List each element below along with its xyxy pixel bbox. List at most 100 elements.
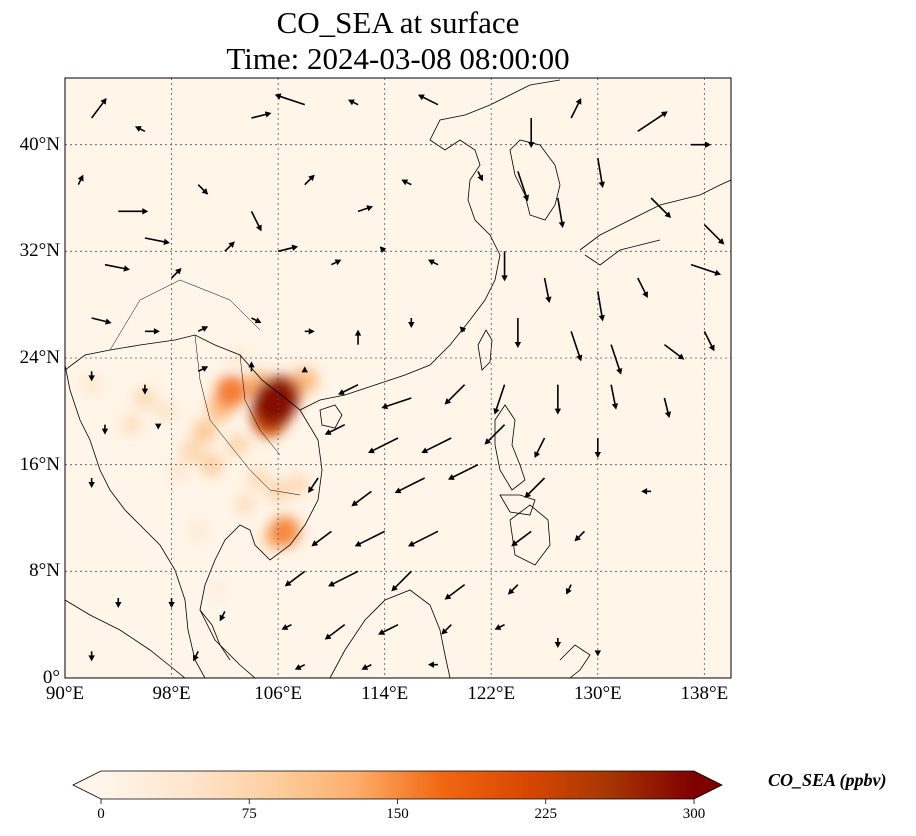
wind-vector-77 <box>354 530 386 547</box>
wind-vector-69 <box>88 478 95 488</box>
wind-vector-25 <box>170 268 182 279</box>
wind-vector-68 <box>594 438 601 458</box>
colorbar-tick-label: 150 <box>386 806 409 822</box>
wind-vector-0 <box>90 98 107 119</box>
wind-vector-78 <box>407 530 439 547</box>
wind-vector-1 <box>134 126 146 133</box>
wind-vector-82 <box>328 570 359 587</box>
co-plume-21 <box>215 375 248 408</box>
wind-vector-74 <box>524 477 546 498</box>
wind-vector-11 <box>118 208 149 215</box>
wind-vector-2 <box>251 111 272 119</box>
wind-vector-92 <box>378 623 399 635</box>
lon-tick-label: 130°E <box>573 683 622 704</box>
co-plume-11 <box>179 439 204 464</box>
lat-tick-label: 0° <box>42 667 60 688</box>
wind-vector-14 <box>250 210 262 232</box>
wind-vector-41 <box>354 329 362 345</box>
wind-vector-38 <box>197 326 209 333</box>
wind-vector-81 <box>284 570 306 587</box>
wind-vector-62 <box>155 423 162 430</box>
wind-vector-53 <box>301 366 308 373</box>
wind-vector-75 <box>641 488 652 495</box>
wind-vector-18 <box>477 170 484 182</box>
wind-vector-19 <box>517 171 530 202</box>
wind-vector-94 <box>494 623 505 630</box>
co-plume-10 <box>133 386 157 410</box>
chart-title-line2: Time: 2024-03-08 08:00:00 <box>226 41 570 76</box>
wind-vector-26 <box>224 241 235 252</box>
wind-vector-67 <box>534 437 546 458</box>
wind-vector-22 <box>650 197 672 218</box>
wind-vector-59 <box>610 384 619 410</box>
wind-vector-83 <box>391 570 412 592</box>
lat-tick-label: 24°N <box>19 347 60 368</box>
wind-vector-88 <box>168 598 175 608</box>
wind-vector-73 <box>447 463 479 480</box>
colorbar <box>72 770 723 804</box>
wind-vector-16 <box>357 205 374 213</box>
co-plume-5 <box>154 401 176 422</box>
co-concentration-layer <box>81 348 319 601</box>
wind-vector-52 <box>248 361 255 372</box>
coast-myanmar <box>65 364 206 678</box>
wind-vector-76 <box>311 530 332 547</box>
colorbar-title: CO_SEA (ppbv) <box>768 770 887 790</box>
wind-vector-34 <box>637 277 648 298</box>
wind-vector-7 <box>570 98 582 119</box>
colorbar-gradient <box>101 771 694 799</box>
wind-vector-39 <box>251 317 262 324</box>
wind-vector-6 <box>528 118 535 148</box>
wind-vector-61 <box>101 424 109 435</box>
wind-vector-30 <box>427 259 439 266</box>
chart-title-line1: CO_SEA at surface <box>276 5 520 40</box>
coast-indochina <box>65 334 323 678</box>
wind-vector-35 <box>690 263 722 276</box>
lon-tick-label: 90°E <box>45 683 85 704</box>
lat-tick-label: 32°N <box>19 240 60 262</box>
co-plume-7 <box>120 413 143 436</box>
wind-vector-64 <box>368 437 399 454</box>
wind-vector-57 <box>493 384 506 415</box>
wind-vector-90 <box>281 623 292 630</box>
lon-tick-label: 122°E <box>467 683 516 704</box>
wind-vector-54 <box>338 383 359 395</box>
lon-tick-label: 114°E <box>361 683 409 704</box>
colorbar-tick-label: 300 <box>682 806 706 822</box>
wind-vector-32 <box>543 277 552 303</box>
wind-vector-33 <box>597 291 605 322</box>
wind-vector-46 <box>610 344 623 375</box>
wind-vector-93 <box>441 624 452 635</box>
coast-sulawesi <box>559 644 591 678</box>
wind-vectors <box>77 93 725 670</box>
wind-vector-71 <box>351 490 372 507</box>
lon-tick-label: 98°E <box>152 683 191 704</box>
wind-vector-8 <box>637 111 668 132</box>
wind-vector-65 <box>421 437 452 454</box>
border-lines <box>109 279 301 496</box>
colorbar-tick-label: 225 <box>534 806 558 822</box>
lat-tick-label: 8°N <box>29 560 60 582</box>
wind-vector-43 <box>459 326 467 333</box>
wind-vector-89 <box>219 610 226 622</box>
wind-vector-95 <box>554 638 562 648</box>
wind-vector-56 <box>444 384 466 405</box>
co-plume-9 <box>286 473 310 496</box>
wind-vector-5 <box>417 94 439 106</box>
colorbar-tick-label: 75 <box>241 806 257 822</box>
wind-vector-55 <box>381 397 412 410</box>
coast-japan-south <box>584 239 661 266</box>
lat-tick-label: 16°N <box>19 453 60 475</box>
wind-vector-15 <box>304 174 315 186</box>
wind-vector-31 <box>501 251 508 282</box>
wind-vector-21 <box>597 157 605 188</box>
co-plume-3 <box>168 461 189 482</box>
coast-sumatra <box>65 599 186 678</box>
wind-vector-17 <box>401 179 412 186</box>
co-plume-25 <box>253 378 298 423</box>
co-plume-20 <box>269 515 301 547</box>
wind-vector-58 <box>554 384 562 415</box>
wind-vector-29 <box>379 246 387 253</box>
lon-tick-label: 138°E <box>680 683 729 704</box>
